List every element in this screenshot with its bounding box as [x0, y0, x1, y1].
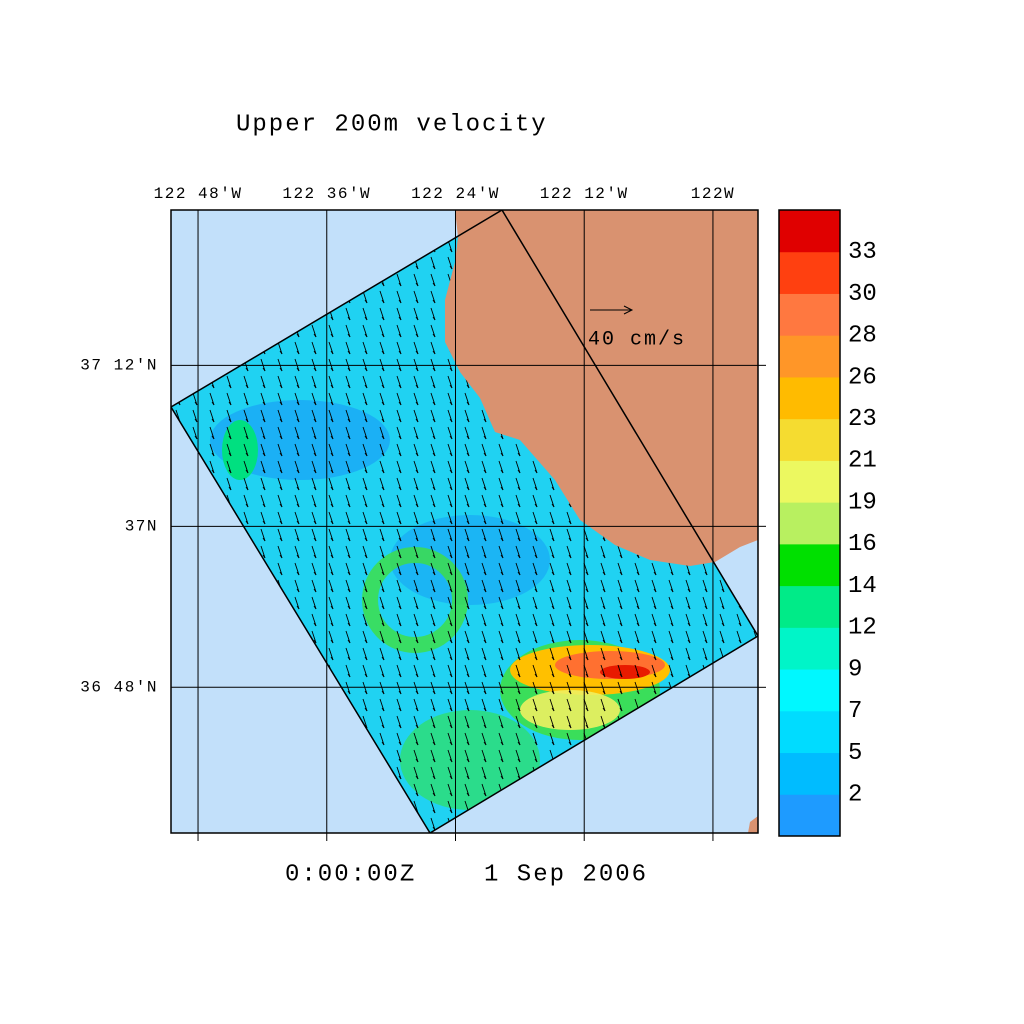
- colorbar-band: [779, 293, 840, 336]
- colorbar-band: [779, 251, 840, 294]
- colorbar: 2 5 7 9 12 14 16 19 21 23 26 28 30 33: [778, 209, 877, 837]
- x-tick-label: 122W: [691, 185, 735, 203]
- colorbar-band: [779, 710, 840, 754]
- colorbar-band: [779, 418, 840, 461]
- colorbar-label: 16: [848, 531, 877, 558]
- scale-label: 40 cm/s: [588, 328, 686, 351]
- colorbar-label: 26: [848, 364, 877, 391]
- scale-arrow-head: [623, 305, 634, 315]
- colorbar-band: [779, 794, 840, 837]
- colorbar-band: [779, 543, 840, 587]
- colorbar-label: 5: [848, 740, 862, 767]
- land: [445, 210, 758, 566]
- x-tick-label: 122 36'W: [282, 185, 371, 203]
- x-tick-label: 122 12'W: [540, 185, 629, 203]
- time-label: 0:00:00Z: [285, 861, 416, 888]
- colorbar-band: [779, 210, 840, 253]
- colorbar-band: [779, 669, 840, 712]
- colorbar-label: 12: [848, 615, 877, 642]
- colorbar-band: [779, 585, 840, 628]
- x-tick-label: 122 48'W: [154, 185, 243, 203]
- map-area: [171, 210, 758, 833]
- colorbar-label: 14: [848, 573, 877, 600]
- land: [748, 816, 758, 833]
- colorbar-band: [779, 376, 840, 420]
- colorbar-band: [779, 752, 840, 795]
- domain-outline: [171, 210, 758, 833]
- colorbar-label: 7: [848, 698, 862, 725]
- colorbar-label: 2: [848, 782, 862, 809]
- y-tick-label: 37 12'N: [80, 357, 158, 375]
- map-frame: [170, 209, 759, 834]
- colorbar-band: [779, 335, 840, 378]
- x-tick-label: 122 24'W: [411, 185, 500, 203]
- y-tick-label: 37N: [125, 518, 158, 536]
- colorbar-label: 33: [848, 239, 877, 266]
- colorbar-band: [779, 460, 840, 503]
- date-label: 1 Sep 2006: [484, 861, 648, 888]
- colorbar-band: [779, 627, 840, 670]
- colorbar-label: 19: [848, 489, 877, 516]
- colorbar-label: 21: [848, 448, 877, 475]
- colorbar-label: 9: [848, 656, 862, 683]
- axes: 122 48'W 122 36'W 122 24'W 122 12'W 122W 36 4…: [80, 185, 766, 841]
- colorbar-label: 23: [848, 406, 877, 433]
- colorbar-label: 30: [848, 281, 877, 308]
- colorbar-label: 28: [848, 323, 877, 350]
- colorbar-frame: [778, 209, 841, 837]
- y-tick-label: 36 48'N: [80, 679, 158, 697]
- colorbar-band: [779, 502, 840, 545]
- map-title: Upper 200m velocity: [236, 111, 548, 138]
- grid: [171, 210, 758, 833]
